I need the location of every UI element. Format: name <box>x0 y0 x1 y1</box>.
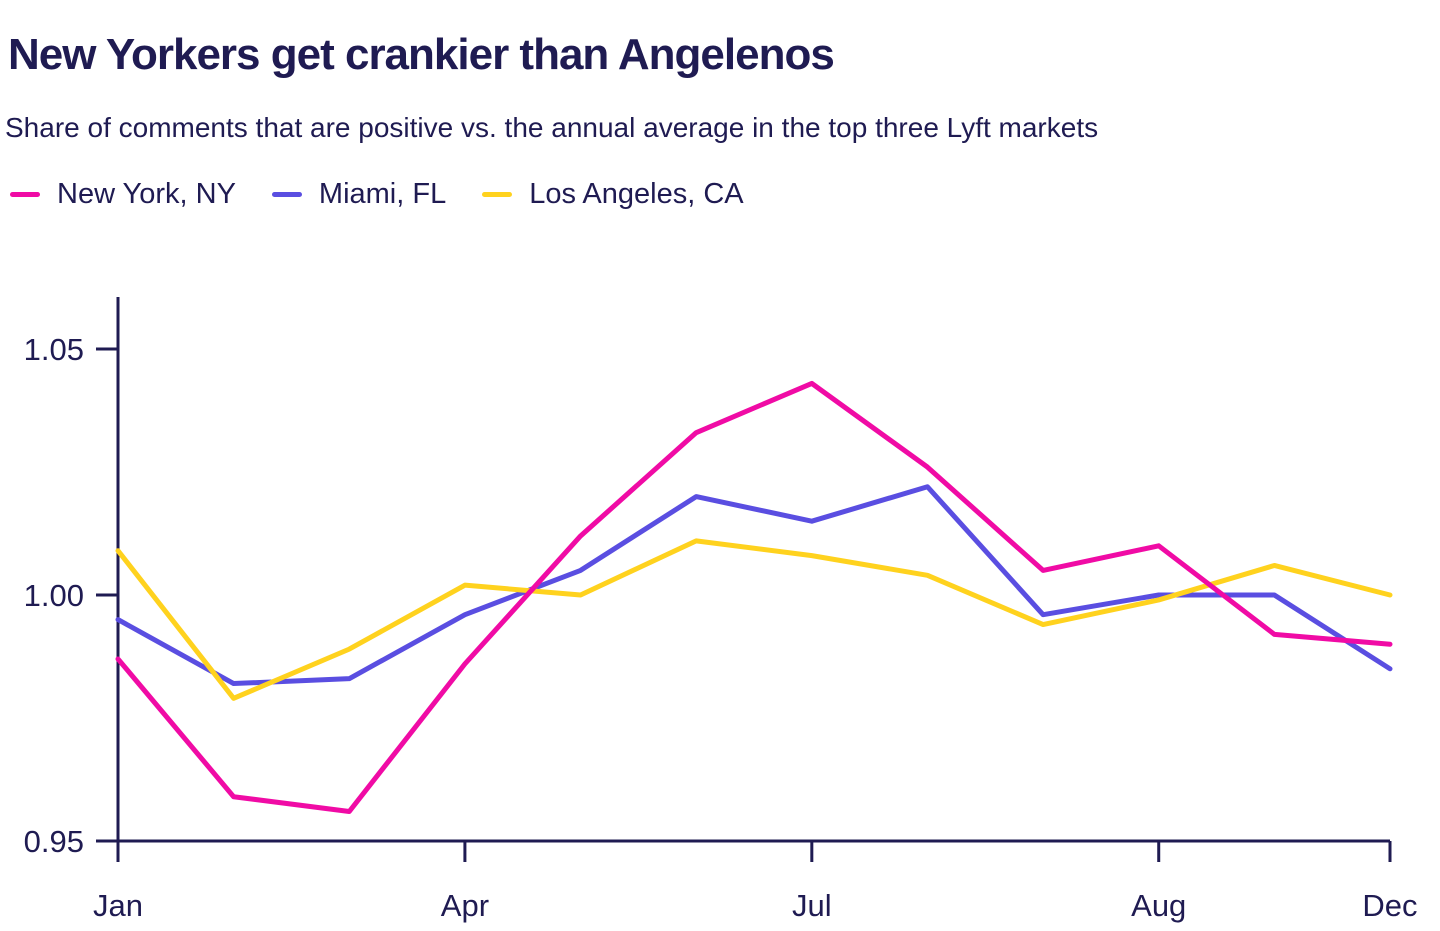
x-tick-label: Apr <box>441 888 489 923</box>
legend-item-miami: Miami, FL <box>271 178 447 211</box>
y-tick-label: 0.95 <box>24 824 84 859</box>
legend-item-new-york: New York, NY <box>10 178 236 211</box>
x-tick-label: Aug <box>1131 888 1186 923</box>
series-line-los-angeles-ca <box>115 538 1393 701</box>
x-tick-label: Dec <box>1362 888 1417 923</box>
chart-title: New Yorkers get crankier than Angelenos <box>8 30 835 79</box>
x-tick-label: Jul <box>792 888 832 923</box>
legend-label-miami: Miami, FL <box>318 178 447 210</box>
series-line-new-york-ny <box>115 380 1393 814</box>
legend-swatch-miami <box>271 192 302 197</box>
legend-label-los-angeles: Los Angeles, CA <box>529 178 744 210</box>
legend-item-los-angeles: Los Angeles, CA <box>482 178 744 211</box>
legend-label-new-york: New York, NY <box>57 178 236 210</box>
x-tick-label: Jan <box>93 888 143 923</box>
y-tick-label: 1.00 <box>24 578 84 613</box>
series-line-miami-fl <box>115 484 1393 687</box>
y-tick-label: 1.05 <box>24 332 84 367</box>
legend-swatch-new-york <box>10 192 40 197</box>
legend: New York, NY Miami, FL Los Angeles, CA <box>10 178 780 211</box>
legend-swatch-los-angeles <box>482 192 513 197</box>
chart-subtitle: Share of comments that are positive vs. … <box>5 112 1099 143</box>
